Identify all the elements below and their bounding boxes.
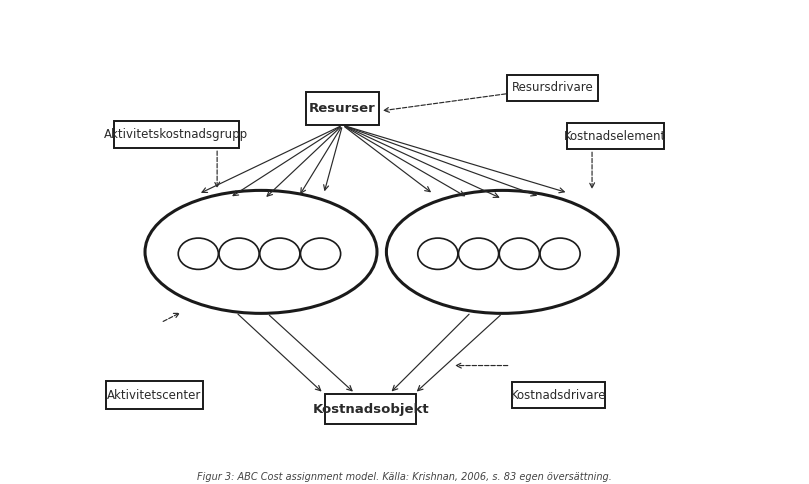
- Text: Kostnadselement: Kostnadselement: [564, 130, 667, 143]
- FancyBboxPatch shape: [325, 394, 416, 424]
- Text: Aktivitetskostnadsgrupp: Aktivitetskostnadsgrupp: [104, 128, 248, 141]
- Text: Kostnadsobjekt: Kostnadsobjekt: [312, 403, 429, 416]
- FancyBboxPatch shape: [507, 75, 598, 101]
- FancyBboxPatch shape: [512, 382, 605, 408]
- FancyBboxPatch shape: [113, 121, 239, 149]
- FancyBboxPatch shape: [106, 381, 203, 409]
- Text: Figur 3: ABC Cost assignment model. Källa: Krishnan, 2006, s. 83 egen översättni: Figur 3: ABC Cost assignment model. Käll…: [197, 471, 612, 482]
- FancyBboxPatch shape: [307, 91, 379, 125]
- FancyBboxPatch shape: [566, 123, 664, 150]
- Text: Resurser: Resurser: [309, 102, 376, 115]
- Text: Aktivitetscenter: Aktivitetscenter: [108, 389, 201, 402]
- Text: Kostnadsdrivare: Kostnadsdrivare: [511, 389, 607, 402]
- Text: Resursdrivare: Resursdrivare: [511, 81, 594, 94]
